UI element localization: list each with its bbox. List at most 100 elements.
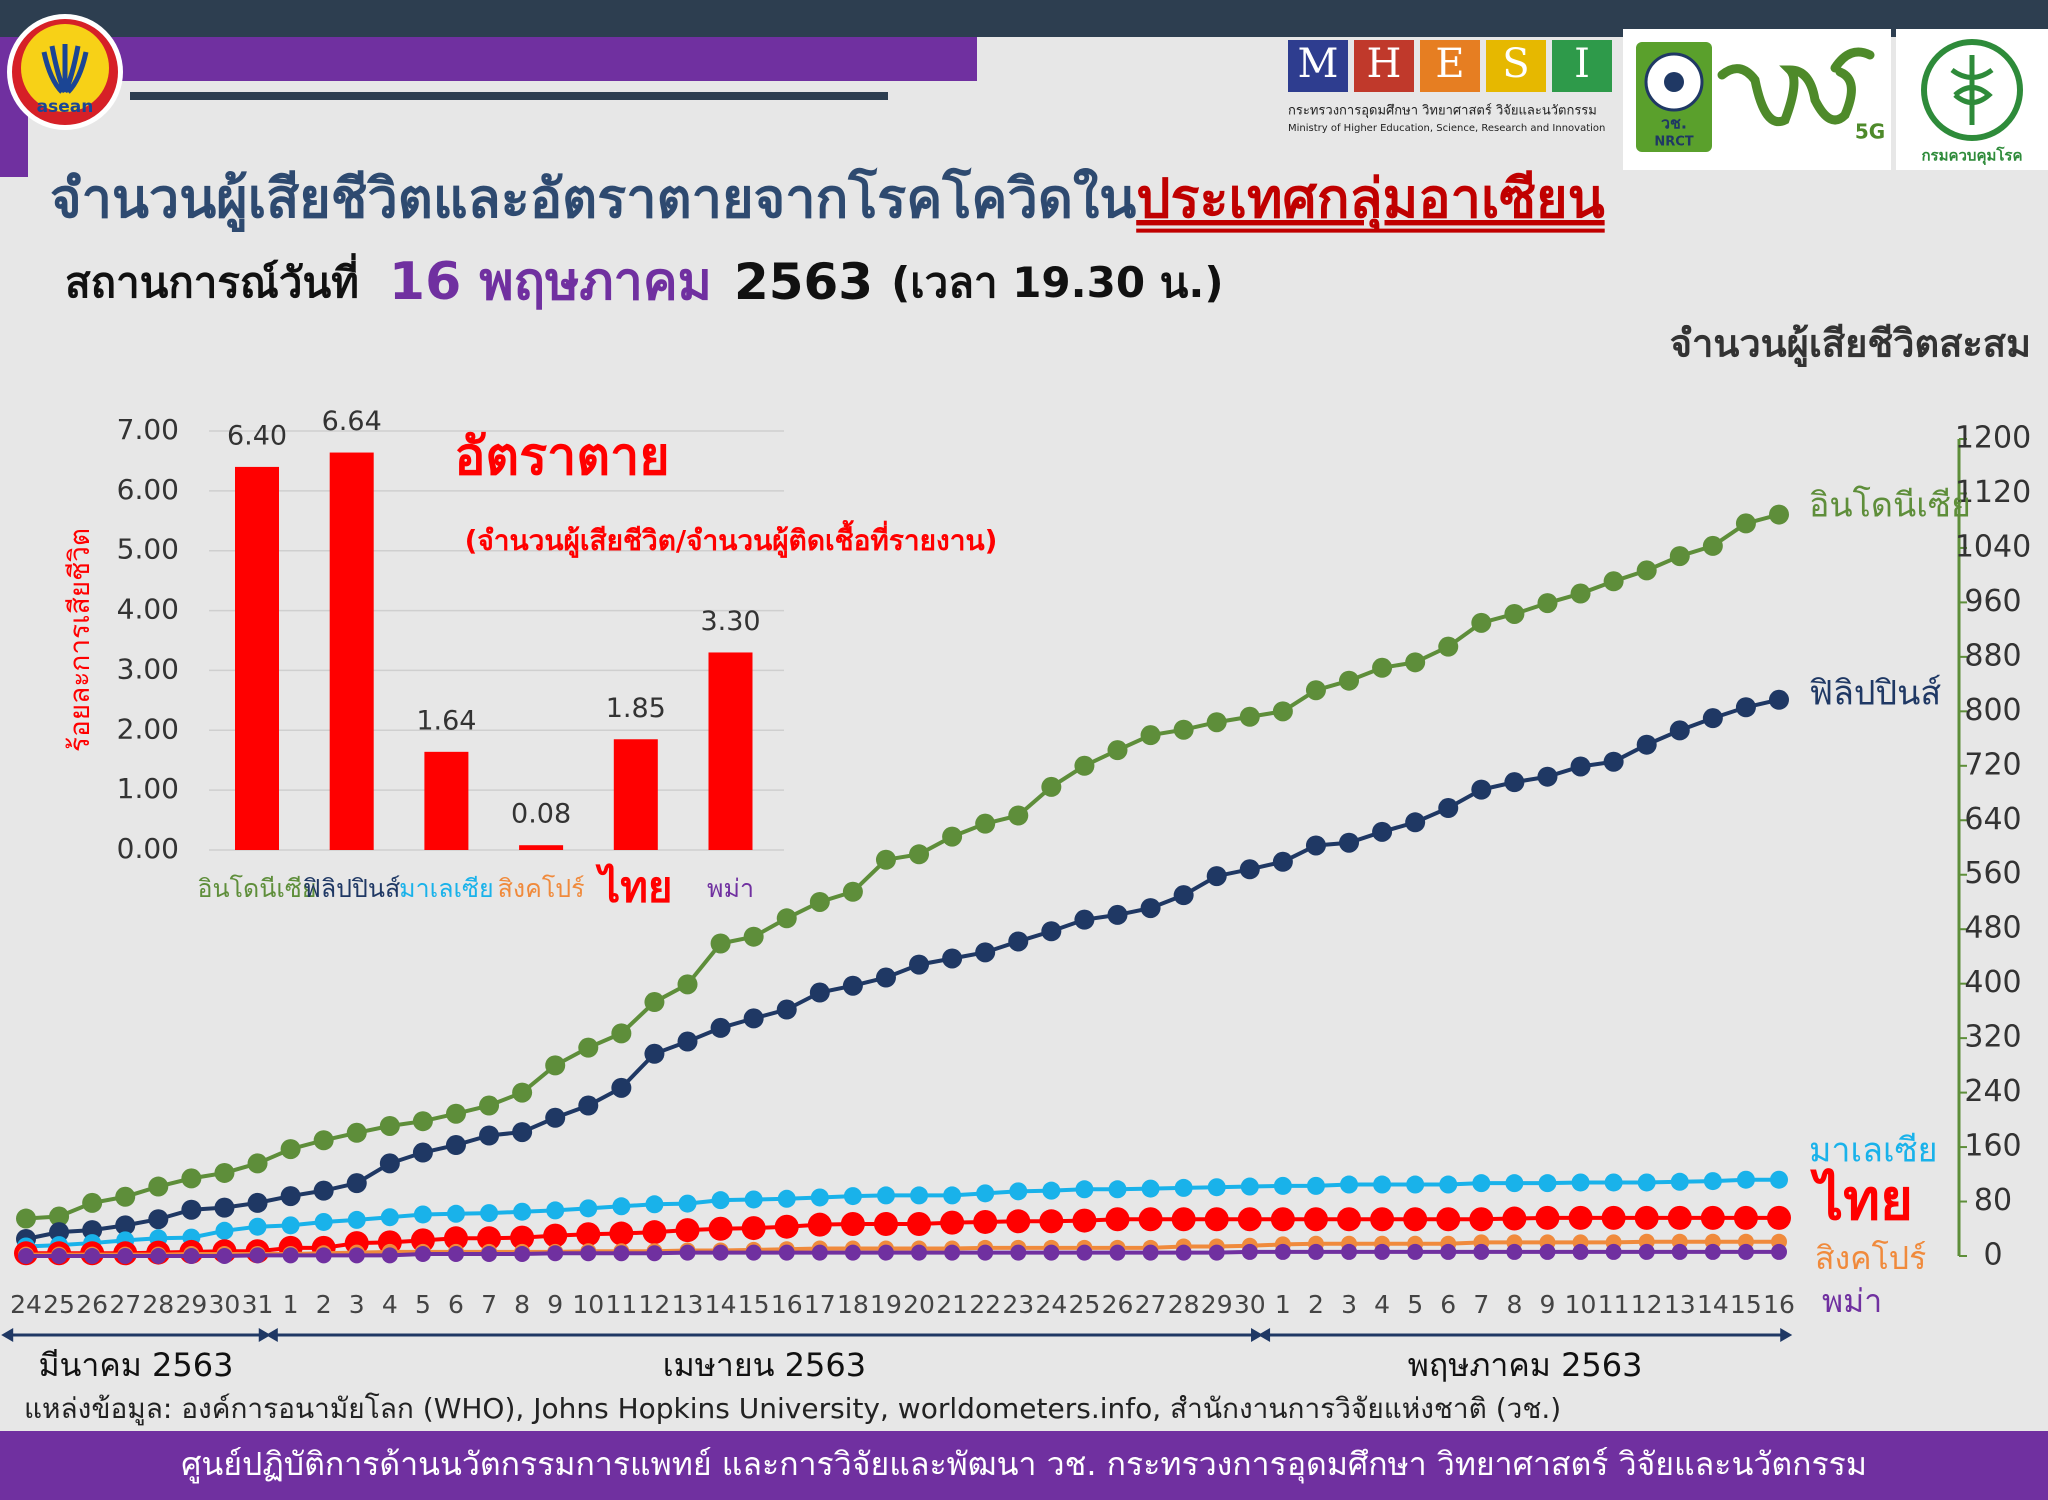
y-tick-label: 2.00 — [117, 712, 179, 745]
y-tick-label: 4.00 — [117, 593, 179, 626]
series-marker — [1407, 1243, 1424, 1260]
series-marker — [280, 1186, 301, 1207]
series-marker — [1306, 1176, 1325, 1195]
x-tick-label: 6 — [1440, 1290, 1456, 1319]
asean-logo-text: asean — [37, 97, 94, 117]
series-marker — [578, 1095, 599, 1116]
series-marker — [611, 1023, 632, 1044]
x-tick-label: 8 — [1506, 1290, 1522, 1319]
series-marker — [381, 1247, 398, 1264]
ddc-text: กรมควบคุมโรค — [1921, 146, 2022, 166]
series-marker — [1601, 1205, 1626, 1230]
series-marker — [712, 1244, 729, 1261]
value-label: 6.64 — [322, 406, 382, 437]
series-marker — [1405, 652, 1426, 673]
series-marker — [1535, 1205, 1560, 1230]
x-tick-label: สิงคโปร์ — [498, 874, 585, 903]
series-marker — [1305, 835, 1326, 856]
series-marker — [214, 1197, 235, 1218]
x-tick-label: 14 — [705, 1290, 737, 1319]
bar — [613, 739, 658, 850]
month-label: พฤษภาคม 2563 — [1408, 1346, 1643, 1384]
series-marker — [745, 1244, 762, 1261]
series-marker — [547, 1245, 564, 1262]
series-marker — [1704, 1243, 1721, 1260]
series-marker — [1634, 1205, 1659, 1230]
series-marker — [1075, 1180, 1094, 1199]
series-marker — [1140, 725, 1161, 746]
series-marker — [1208, 1244, 1225, 1261]
y-tick-label: 0 — [1983, 1238, 2002, 1273]
x-tick-label: 30 — [1234, 1290, 1266, 1319]
x-tick-label: 1 — [1275, 1290, 1291, 1319]
series-marker — [148, 1176, 169, 1197]
series-marker — [1372, 657, 1393, 678]
series-marker — [940, 1210, 965, 1235]
series-marker — [1505, 1174, 1524, 1193]
series-marker — [810, 1188, 829, 1207]
series-marker — [944, 1244, 961, 1261]
series-marker — [1702, 535, 1723, 556]
series-label: มาเลเซีย — [1809, 1131, 1938, 1171]
footer-band — [0, 1431, 2048, 1500]
series-marker — [876, 1186, 895, 1205]
series-marker — [612, 1197, 631, 1216]
series-marker — [1074, 909, 1095, 930]
series-marker — [1373, 1175, 1392, 1194]
series-marker — [443, 1226, 468, 1251]
series-marker — [644, 992, 665, 1013]
y-tick-label: 240 — [1964, 1074, 2021, 1109]
value-label: 3.30 — [700, 606, 760, 637]
series-marker — [1041, 921, 1062, 942]
series-marker — [513, 1202, 532, 1221]
x-tick-label: 5 — [415, 1290, 431, 1319]
x-tick-label: 24 — [1035, 1290, 1067, 1319]
series-marker — [776, 999, 797, 1020]
series-marker — [181, 1168, 202, 1189]
series-marker — [1307, 1243, 1324, 1260]
mhesi-letter: I — [1574, 41, 1590, 87]
x-tick-label: 13 — [672, 1290, 704, 1319]
x-tick-label: 2 — [316, 1290, 332, 1319]
y-tick-label: 720 — [1964, 747, 2021, 782]
series-marker — [1406, 1175, 1425, 1194]
series-marker — [840, 1212, 865, 1237]
y-tick-label: 800 — [1964, 693, 2021, 728]
x-tick-label: 26 — [1102, 1290, 1134, 1319]
series-marker — [1539, 1243, 1556, 1260]
series-marker — [315, 1247, 332, 1264]
month-label: มีนาคม 2563 — [38, 1346, 233, 1384]
value-label: 6.40 — [227, 420, 287, 451]
charts: 0.00 1.00 2.00 3.00 4.00 5.00 6.00 7.00 ร้อยละกา… — [1, 322, 2031, 1384]
nrct-hub — [1664, 72, 1684, 92]
x-tick-label: 24 — [10, 1290, 42, 1319]
value-label: 0.08 — [511, 799, 571, 830]
series-marker — [148, 1209, 169, 1230]
series-marker — [1537, 593, 1558, 614]
series-marker — [379, 1115, 400, 1136]
series-marker — [576, 1222, 601, 1247]
mhesi-box — [1420, 40, 1480, 92]
series-marker — [1142, 1244, 1159, 1261]
x-tick-label: 8 — [514, 1290, 530, 1319]
series-marker — [281, 1216, 300, 1235]
series-marker — [1305, 680, 1326, 701]
x-tick-label: 25 — [43, 1290, 75, 1319]
series-marker — [1571, 1173, 1590, 1192]
series-marker — [49, 1206, 70, 1227]
series-marker — [214, 1162, 235, 1183]
source: แหล่งข้อมูล: องค์การอนามัยโลก (WHO), Joh… — [24, 1392, 1561, 1426]
series-marker — [346, 1173, 367, 1194]
series-marker — [877, 1244, 894, 1261]
series-marker — [313, 1180, 334, 1201]
series-marker — [644, 1043, 665, 1064]
series-marker — [1008, 805, 1029, 826]
series-marker — [512, 1122, 533, 1143]
series-marker — [1039, 1209, 1064, 1234]
series-marker — [1504, 772, 1525, 793]
series-marker — [1703, 1172, 1722, 1191]
series-marker — [247, 1153, 268, 1174]
series-marker — [677, 974, 698, 995]
series-marker — [645, 1195, 664, 1214]
